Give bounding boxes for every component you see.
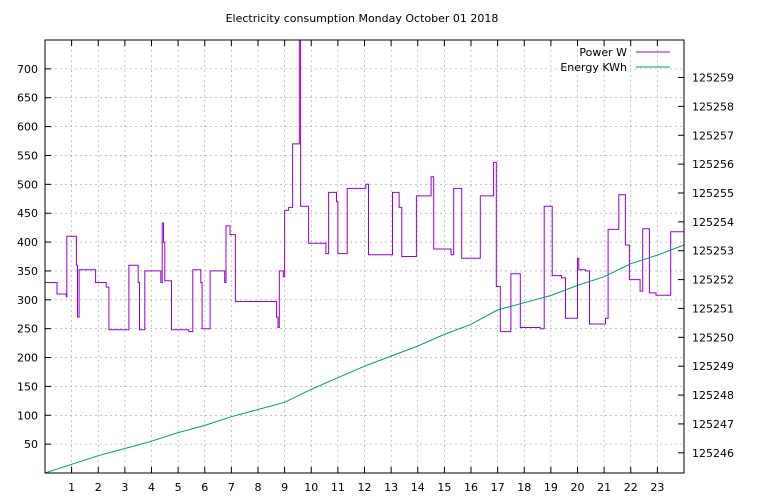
y-right-tick-label: 125247 bbox=[692, 418, 734, 431]
y-right-tick-label: 125251 bbox=[692, 302, 734, 315]
x-tick-label: 8 bbox=[255, 481, 262, 494]
x-tick-label: 22 bbox=[624, 481, 638, 494]
y-left-tick-label: 300 bbox=[17, 294, 38, 307]
y-right-tick-label: 125250 bbox=[692, 331, 734, 344]
y-right-tick-label: 125258 bbox=[692, 100, 734, 113]
y-right-tick-label: 125249 bbox=[692, 360, 734, 373]
x-axis: 1 2 3 4 5 6 7 8 9 10 11 12 13 14 15 16 17 18 19 20 21 22 23 bbox=[68, 40, 664, 494]
y-right-tick-label: 125257 bbox=[692, 129, 734, 142]
series-layer bbox=[44, 39, 685, 474]
x-tick-label: 15 bbox=[437, 481, 451, 494]
y-left-tick-label: 200 bbox=[17, 352, 38, 365]
x-tick-label: 4 bbox=[148, 481, 155, 494]
y-right-tick-label: 125255 bbox=[692, 187, 734, 200]
x-tick-label: 3 bbox=[121, 481, 128, 494]
x-tick-label: 1 bbox=[68, 481, 75, 494]
x-tick-label: 11 bbox=[331, 481, 345, 494]
x-tick-label: 16 bbox=[464, 481, 478, 494]
x-tick-label: 23 bbox=[650, 481, 664, 494]
x-tick-label: 20 bbox=[571, 481, 585, 494]
y-left-tick-label: 100 bbox=[17, 409, 38, 422]
grid bbox=[45, 40, 684, 473]
x-tick-label: 10 bbox=[304, 481, 318, 494]
y-right-tick-label: 125252 bbox=[692, 274, 734, 287]
x-tick-label: 5 bbox=[175, 481, 182, 494]
y-axis-left: 50 100 150 200 250 300 350 400 450 500 550 600 650 70… bbox=[17, 63, 51, 451]
y-right-tick-label: 125248 bbox=[692, 389, 734, 402]
y-left-tick-label: 700 bbox=[17, 63, 38, 76]
y-left-tick-label: 600 bbox=[17, 121, 38, 134]
legend-label: Power W bbox=[579, 46, 627, 59]
x-tick-label: 9 bbox=[281, 481, 288, 494]
y-left-tick-label: 500 bbox=[17, 178, 38, 191]
x-tick-label: 13 bbox=[384, 481, 398, 494]
y-right-tick-label: 125256 bbox=[692, 158, 734, 171]
y-left-tick-label: 450 bbox=[17, 207, 38, 220]
y-left-tick-label: 250 bbox=[17, 323, 38, 336]
x-tick-label: 19 bbox=[544, 481, 558, 494]
series-line-0 bbox=[45, 39, 684, 333]
chart-title: Electricity consumption Monday October 0… bbox=[226, 12, 499, 25]
x-tick-label: 2 bbox=[95, 481, 102, 494]
x-tick-label: 18 bbox=[517, 481, 531, 494]
x-tick-label: 21 bbox=[597, 481, 611, 494]
y-left-tick-label: 550 bbox=[17, 149, 38, 162]
y-left-tick-label: 150 bbox=[17, 380, 38, 393]
x-tick-label: 7 bbox=[228, 481, 235, 494]
legend-label: Energy KWh bbox=[560, 61, 627, 74]
y-right-tick-label: 125254 bbox=[692, 216, 734, 229]
x-tick-label: 14 bbox=[411, 481, 425, 494]
y-left-tick-label: 50 bbox=[24, 438, 38, 451]
x-tick-label: 6 bbox=[201, 481, 208, 494]
y-right-tick-label: 125246 bbox=[692, 447, 734, 460]
series-line-1 bbox=[44, 244, 685, 474]
y-left-tick-label: 400 bbox=[17, 236, 38, 249]
y-left-tick-label: 650 bbox=[17, 92, 38, 105]
y-axis-right: 125246 125247 125248 125249 125250 125251 1252… bbox=[678, 72, 734, 460]
x-tick-label: 17 bbox=[491, 481, 505, 494]
y-left-tick-label: 350 bbox=[17, 265, 38, 278]
x-tick-label: 12 bbox=[358, 481, 372, 494]
legend: Power W Energy KWh bbox=[560, 46, 670, 74]
y-right-tick-label: 125253 bbox=[692, 245, 734, 258]
y-right-tick-label: 125259 bbox=[692, 72, 734, 85]
